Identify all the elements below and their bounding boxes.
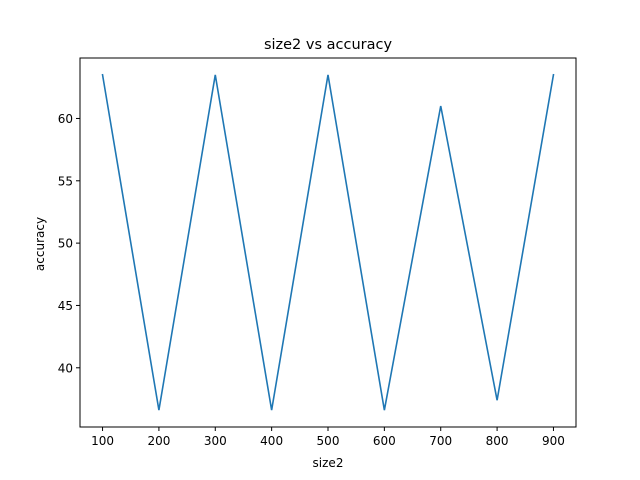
- y-axis-label: accuracy: [33, 217, 47, 271]
- y-tick-label: 55: [58, 174, 73, 188]
- x-tick-label: 400: [260, 434, 283, 448]
- x-tick-label: 300: [204, 434, 227, 448]
- x-tick-label: 800: [486, 434, 509, 448]
- x-tick-label: 200: [147, 434, 170, 448]
- x-tick-label: 500: [317, 434, 340, 448]
- y-tick-label: 60: [58, 112, 73, 126]
- x-tick-label: 600: [373, 434, 396, 448]
- plot-area: 100 200 300 400 500 600 700 800 900 40 45 50 55 60: [58, 57, 577, 448]
- y-tick-label: 40: [58, 361, 73, 375]
- x-tick-label: 100: [91, 434, 114, 448]
- y-tick-label: 50: [58, 237, 73, 251]
- y-tick-label: 45: [58, 299, 73, 313]
- x-tick-label: 900: [542, 434, 565, 448]
- x-axis-label: size2: [313, 456, 344, 470]
- data-line-series-1: [101, 73, 555, 411]
- x-tick-label: 700: [429, 434, 452, 448]
- chart-title: size2 vs accuracy: [264, 37, 393, 53]
